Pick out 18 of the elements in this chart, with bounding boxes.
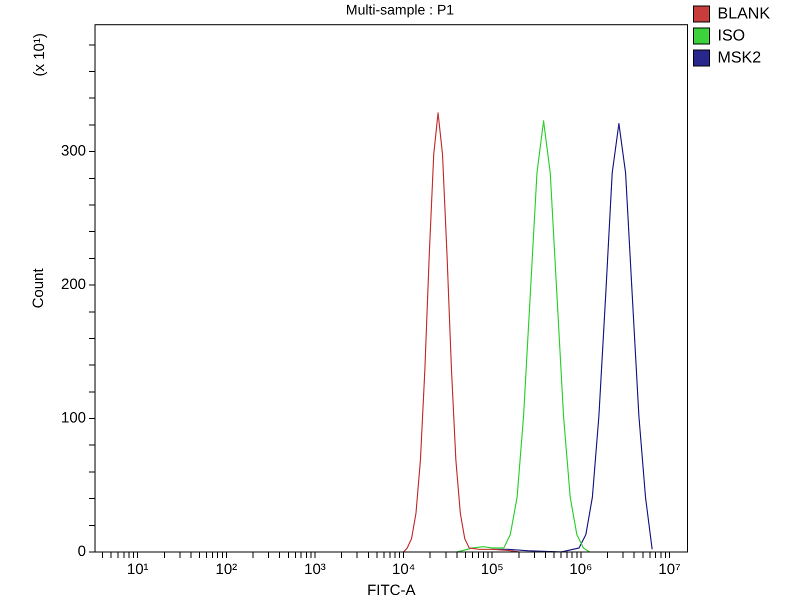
legend-label: BLANK — [718, 5, 770, 22]
y-tick-label: 100 — [60, 410, 86, 427]
chart-title: Multi-sample : P1 — [346, 1, 454, 18]
x-tick-label: 10² — [215, 561, 238, 578]
text: (x 10¹) — [31, 33, 48, 76]
x-tick-label: 10⁵ — [480, 561, 504, 578]
x-tick-label: 10⁶ — [569, 561, 592, 578]
y-axis-title: Count — [30, 268, 48, 308]
x-tick-label: 10⁷ — [658, 561, 681, 578]
x-tick-label: 10³ — [304, 561, 326, 578]
x-axis-title: FITC-A — [367, 582, 416, 600]
y-tick-label: 300 — [60, 142, 86, 160]
x-tick-label: 10¹ — [126, 561, 149, 578]
legend-label: ISO — [718, 27, 746, 44]
legend-label: MSK2 — [718, 49, 762, 66]
y-tick-label: 0 — [78, 543, 86, 560]
y-tick-label: 200 — [60, 276, 86, 294]
x-tick-label: 10⁴ — [392, 561, 416, 578]
